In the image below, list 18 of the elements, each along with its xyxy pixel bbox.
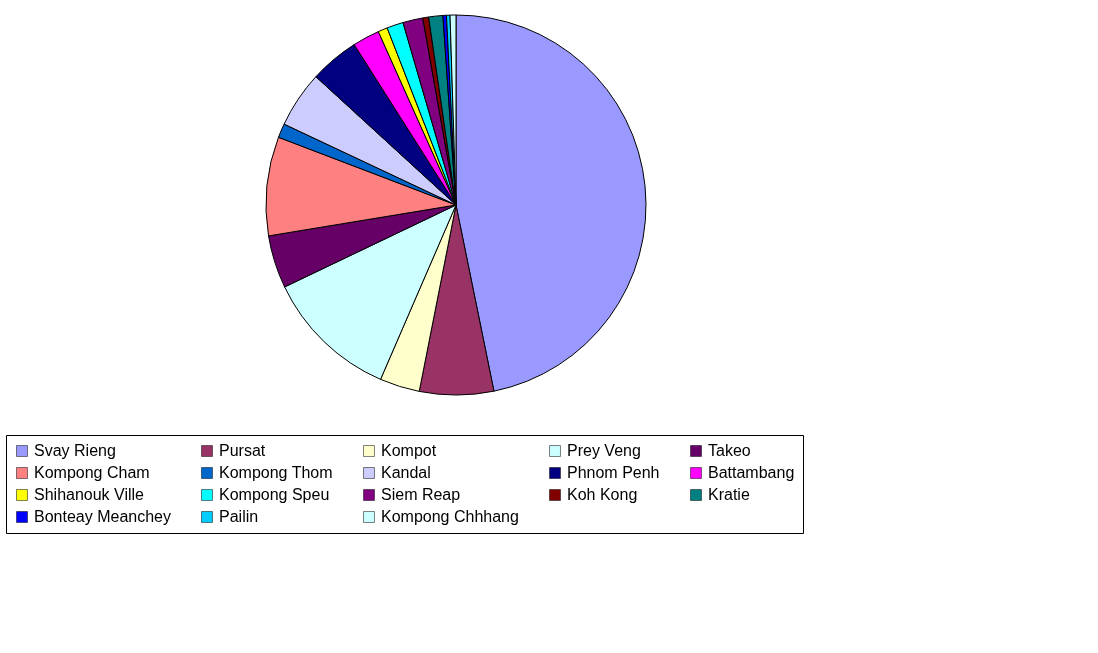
legend-label: Kompong Cham xyxy=(34,464,150,481)
legend-label: Siem Reap xyxy=(381,486,461,503)
legend-label: Prey Veng xyxy=(567,442,641,459)
legend-label: Kandal xyxy=(381,464,431,481)
legend-label: Pursat xyxy=(219,442,266,459)
legend-label: Svay Rieng xyxy=(34,442,116,459)
legend-label: Koh Kong xyxy=(567,486,638,503)
legend-label: Kompong Speu xyxy=(219,486,330,503)
legend-label: Shihanouk Ville xyxy=(34,486,145,503)
legend-label: Kratie xyxy=(708,486,750,503)
legend-label: Takeo xyxy=(708,442,751,459)
legend-label: Kompong Chhhang xyxy=(381,508,519,525)
legend-label: Kompot xyxy=(381,442,437,459)
legend-label: Phnom Penh xyxy=(567,464,660,481)
legend-label: Bonteay Meanchey xyxy=(34,508,171,525)
legend-label: Battambang xyxy=(708,464,795,481)
legend-label: Pailin xyxy=(219,508,259,525)
legend-label: Kompong Thom xyxy=(219,464,333,481)
